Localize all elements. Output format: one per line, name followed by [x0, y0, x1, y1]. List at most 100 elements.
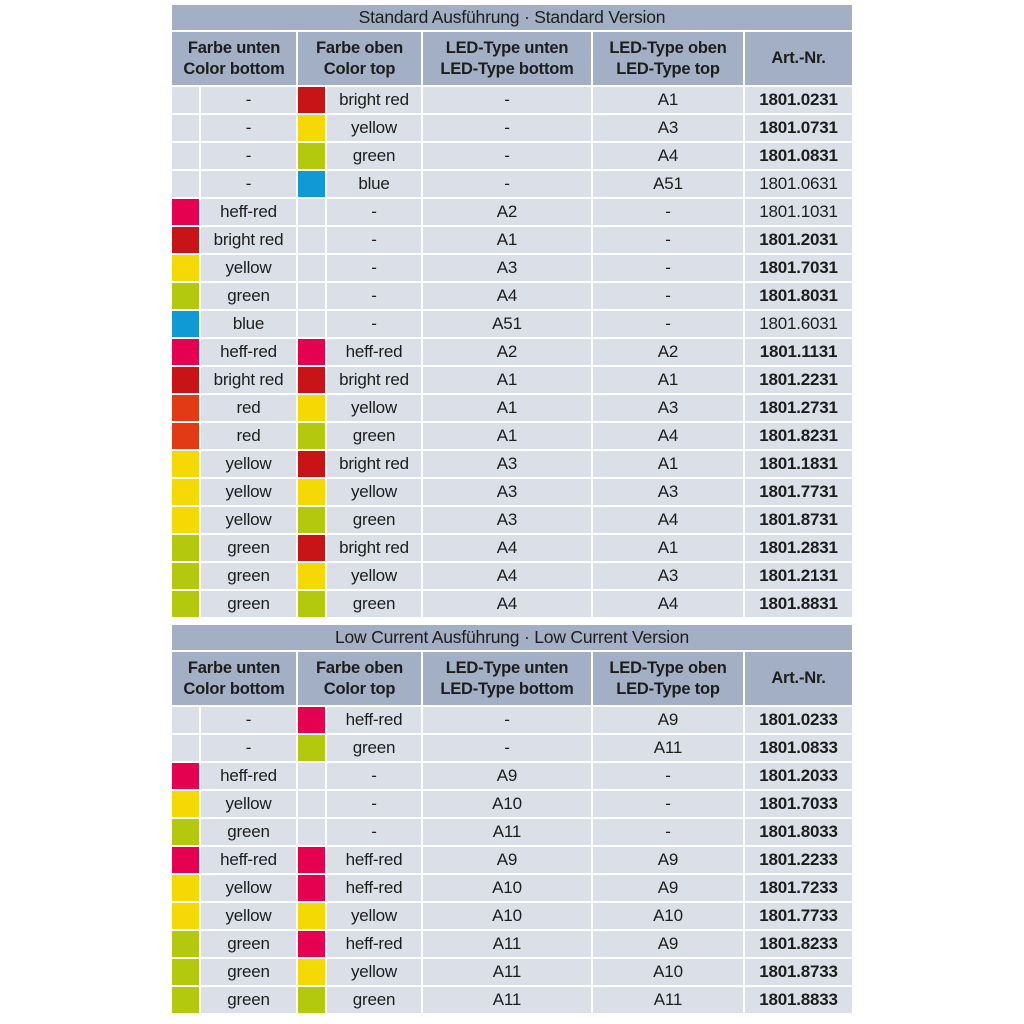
color-top-swatch	[298, 423, 325, 449]
led-type-top-value: A4	[593, 507, 743, 533]
color-bottom-swatch	[172, 199, 199, 225]
art-nr-value: 1801.0231	[745, 87, 852, 113]
color-top-label: green	[327, 423, 421, 449]
color-top-swatch	[298, 199, 325, 225]
column-header-de: Farbe unten	[187, 38, 281, 57]
section-title-standard: Standard Ausführung · Standard Version	[172, 5, 852, 30]
led-type-top-value: A3	[593, 395, 743, 421]
art-nr-value: 1801.2231	[745, 367, 852, 393]
color-bottom-label: heff-red	[201, 847, 296, 873]
led-type-bottom-value: A1	[423, 367, 591, 393]
color-bottom-label: yellow	[201, 903, 296, 929]
art-nr-value: 1801.6031	[745, 311, 852, 337]
color-bottom-swatch	[172, 367, 199, 393]
column-header-en: Color top	[323, 59, 396, 78]
color-top-label: yellow	[327, 479, 421, 505]
color-bottom-swatch	[172, 171, 199, 197]
color-bottom-label: red	[201, 395, 296, 421]
led-type-top-value: A51	[593, 171, 743, 197]
color-bottom-swatch	[172, 227, 199, 253]
color-bottom-swatch	[172, 311, 199, 337]
color-top-swatch	[298, 395, 325, 421]
color-top-label: yellow	[327, 903, 421, 929]
led-type-bottom-value: A11	[423, 959, 591, 985]
led-type-bottom-value: A1	[423, 423, 591, 449]
art-nr-value: 1801.8831	[745, 591, 852, 617]
led-type-top-value: A11	[593, 987, 743, 1013]
led-type-bottom-value: A3	[423, 507, 591, 533]
column-header-en: LED-Type top	[616, 59, 720, 78]
art-nr-value: 1801.8033	[745, 819, 852, 845]
color-top-swatch	[298, 367, 325, 393]
led-type-top-value: A10	[593, 903, 743, 929]
led-type-top-value: A1	[593, 367, 743, 393]
color-top-swatch	[298, 931, 325, 957]
color-bottom-swatch	[172, 507, 199, 533]
led-type-top-value: A11	[593, 735, 743, 761]
color-bottom-swatch	[172, 591, 199, 617]
led-type-top-value: A4	[593, 423, 743, 449]
led-type-top-value: A9	[593, 875, 743, 901]
art-nr-value: 1801.8231	[745, 423, 852, 449]
column-header-de: Farbe unten	[187, 658, 281, 677]
color-bottom-label: yellow	[201, 479, 296, 505]
color-top-swatch	[298, 87, 325, 113]
color-top-swatch	[298, 311, 325, 337]
column-header-led-type-top: LED-Type oben LED-Type top	[593, 652, 743, 705]
led-type-bottom-value: A10	[423, 875, 591, 901]
led-type-bottom-value: A2	[423, 199, 591, 225]
table-rows-low-current: - heff-red - A9 1801.0233- green - A11 1801.0833…	[172, 707, 852, 1013]
column-header-de: Farbe oben	[316, 658, 403, 677]
color-bottom-swatch	[172, 339, 199, 365]
color-top-swatch	[298, 591, 325, 617]
color-bottom-label: yellow	[201, 451, 296, 477]
color-top-label: yellow	[327, 959, 421, 985]
led-type-top-value: A1	[593, 535, 743, 561]
led-type-bottom-value: A11	[423, 819, 591, 845]
color-bottom-swatch	[172, 931, 199, 957]
color-bottom-label: green	[201, 959, 296, 985]
color-top-label: yellow	[327, 115, 421, 141]
art-nr-value: 1801.7731	[745, 479, 852, 505]
color-bottom-swatch	[172, 875, 199, 901]
color-top-label: -	[327, 763, 421, 789]
color-top-label: heff-red	[327, 707, 421, 733]
led-type-bottom-value: -	[423, 707, 591, 733]
art-nr-value: 1801.2033	[745, 763, 852, 789]
color-bottom-label: -	[201, 171, 296, 197]
art-nr-value: 1801.1031	[745, 199, 852, 225]
color-top-swatch	[298, 535, 325, 561]
color-bottom-swatch	[172, 563, 199, 589]
led-type-top-value: A10	[593, 959, 743, 985]
art-nr-value: 1801.0631	[745, 171, 852, 197]
color-top-swatch	[298, 563, 325, 589]
color-top-swatch	[298, 255, 325, 281]
color-bottom-label: green	[201, 591, 296, 617]
color-bottom-swatch	[172, 987, 199, 1013]
color-top-swatch	[298, 171, 325, 197]
column-header-de: LED-Type unten	[445, 658, 569, 677]
color-bottom-label: yellow	[201, 507, 296, 533]
color-top-swatch	[298, 283, 325, 309]
color-bottom-label: -	[201, 143, 296, 169]
color-bottom-swatch	[172, 87, 199, 113]
color-bottom-swatch	[172, 115, 199, 141]
column-header-en: LED-Type top	[616, 679, 720, 698]
color-bottom-swatch	[172, 479, 199, 505]
led-type-bottom-value: -	[423, 735, 591, 761]
color-bottom-label: green	[201, 283, 296, 309]
column-header-de: LED-Type oben	[609, 38, 727, 57]
color-top-swatch	[298, 959, 325, 985]
color-top-label: heff-red	[327, 875, 421, 901]
art-nr-value: 1801.7031	[745, 255, 852, 281]
color-bottom-label: red	[201, 423, 296, 449]
led-type-top-value: A2	[593, 339, 743, 365]
color-bottom-label: yellow	[201, 791, 296, 817]
led-type-top-value: A1	[593, 451, 743, 477]
color-top-swatch	[298, 791, 325, 817]
led-type-top-value: A3	[593, 115, 743, 141]
led-type-bottom-value: A4	[423, 563, 591, 589]
led-type-bottom-value: A9	[423, 847, 591, 873]
led-type-bottom-value: A3	[423, 255, 591, 281]
column-header-color-top: Farbe oben Color top	[298, 652, 421, 705]
